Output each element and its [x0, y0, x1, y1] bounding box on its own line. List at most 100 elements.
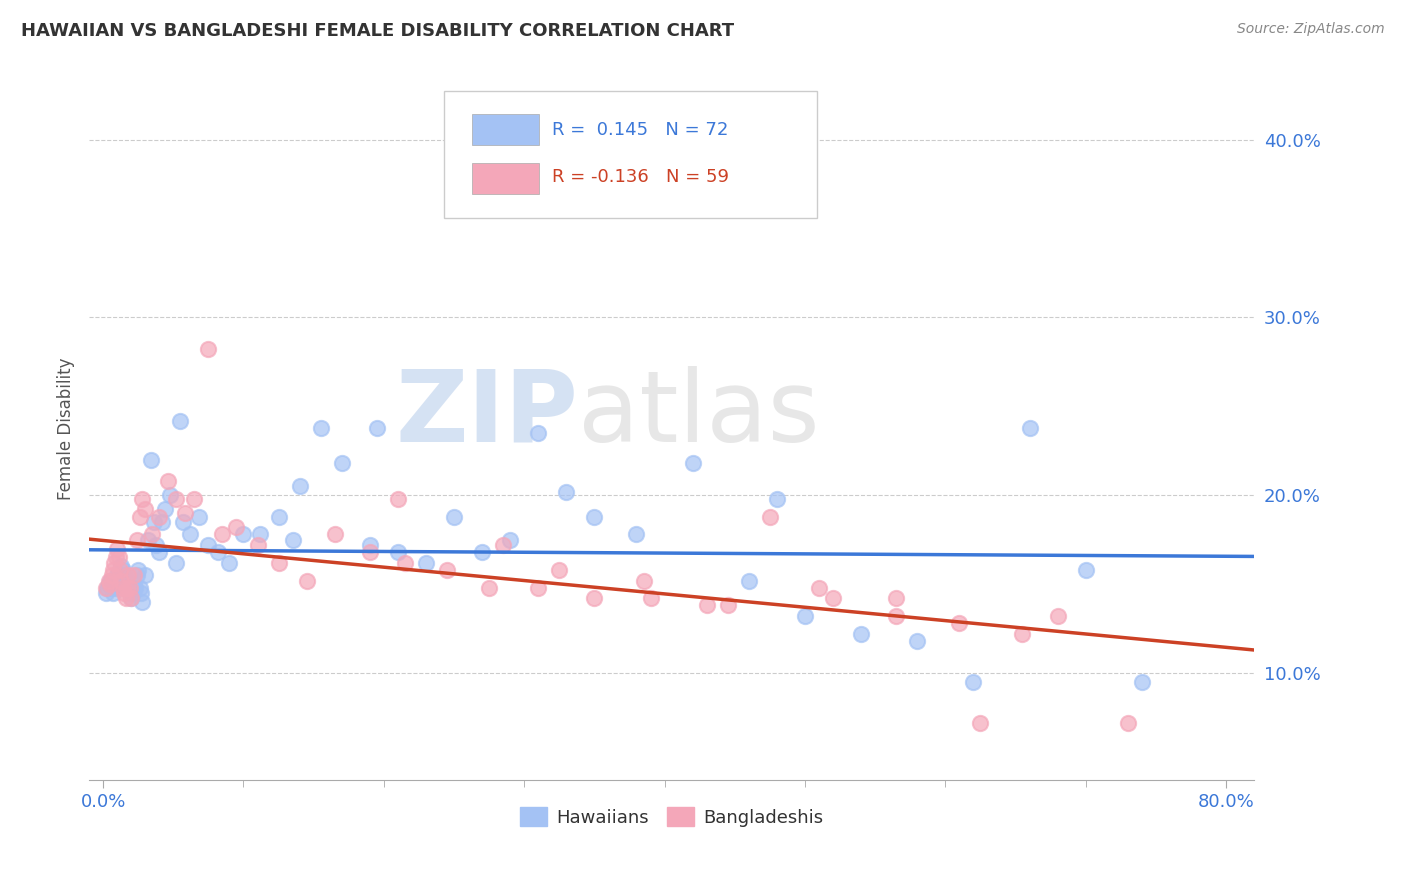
Point — [1018, 420, 1040, 434]
Point — [281, 533, 304, 547]
FancyBboxPatch shape — [444, 92, 817, 218]
Point — [583, 509, 606, 524]
Point — [139, 452, 162, 467]
Point — [187, 509, 209, 524]
Point — [107, 574, 129, 588]
Point — [1116, 715, 1139, 730]
Point — [118, 581, 141, 595]
Text: HAWAIIAN VS BANGLADESHI FEMALE DISABILITY CORRELATION CHART: HAWAIIAN VS BANGLADESHI FEMALE DISABILIT… — [21, 22, 734, 40]
Point — [159, 488, 181, 502]
Point — [499, 533, 522, 547]
Point — [288, 479, 311, 493]
Point — [124, 581, 146, 595]
Point — [108, 568, 131, 582]
Point — [111, 581, 134, 595]
Point — [387, 491, 409, 506]
Point — [125, 568, 148, 582]
Point — [197, 343, 219, 357]
Point — [129, 586, 152, 600]
Point — [131, 491, 153, 506]
Point — [1011, 627, 1033, 641]
Point — [323, 527, 346, 541]
Point — [717, 599, 740, 613]
Point — [105, 541, 128, 556]
Point — [884, 591, 907, 606]
Point — [98, 577, 121, 591]
Point — [115, 581, 138, 595]
Point — [101, 586, 124, 600]
Point — [415, 556, 437, 570]
Point — [821, 591, 844, 606]
Point — [207, 545, 229, 559]
Point — [145, 538, 167, 552]
Point — [117, 581, 139, 595]
Point — [394, 556, 416, 570]
Point — [110, 574, 132, 588]
Point — [443, 509, 465, 524]
Point — [165, 491, 187, 506]
Point — [471, 545, 494, 559]
Text: R =  0.145   N = 72: R = 0.145 N = 72 — [551, 121, 728, 139]
Point — [225, 520, 247, 534]
Point — [527, 425, 550, 440]
Point — [115, 577, 138, 591]
Point — [127, 563, 149, 577]
Point — [183, 491, 205, 506]
Point — [969, 715, 991, 730]
Point — [478, 581, 501, 595]
Point — [583, 591, 606, 606]
Point — [153, 502, 176, 516]
Point — [112, 568, 135, 582]
Point — [104, 550, 127, 565]
Point — [640, 591, 662, 606]
Point — [309, 420, 332, 434]
Point — [387, 545, 409, 559]
Point — [131, 595, 153, 609]
Point — [179, 527, 201, 541]
Point — [793, 609, 815, 624]
Point — [366, 420, 388, 434]
Point — [633, 574, 655, 588]
Point — [96, 581, 118, 595]
Point — [173, 506, 195, 520]
Point — [134, 502, 156, 516]
Point — [1074, 563, 1097, 577]
Point — [905, 634, 928, 648]
Point — [98, 574, 121, 588]
Point — [97, 577, 120, 591]
Point — [172, 515, 194, 529]
Point — [105, 568, 128, 582]
Text: atlas: atlas — [578, 366, 820, 463]
Point — [246, 538, 269, 552]
Point — [359, 545, 381, 559]
Point — [136, 533, 159, 547]
Point — [103, 577, 125, 591]
Text: ZIP: ZIP — [395, 366, 578, 463]
Text: Source: ZipAtlas.com: Source: ZipAtlas.com — [1237, 22, 1385, 37]
Point — [696, 599, 718, 613]
Y-axis label: Female Disability: Female Disability — [58, 358, 75, 500]
Point — [128, 581, 150, 595]
Point — [555, 484, 578, 499]
Point — [759, 509, 782, 524]
Point — [436, 563, 458, 577]
Point — [1130, 674, 1153, 689]
Point — [128, 509, 150, 524]
Point — [218, 556, 240, 570]
Point — [100, 581, 122, 595]
Legend: Hawaiians, Bangladeshis: Hawaiians, Bangladeshis — [513, 800, 831, 834]
Point — [111, 563, 134, 577]
Point — [122, 568, 145, 582]
Point — [148, 545, 170, 559]
Point — [118, 586, 141, 600]
Point — [359, 538, 381, 552]
Point — [849, 627, 872, 641]
Point — [134, 568, 156, 582]
Point — [150, 515, 173, 529]
Text: R = -0.136   N = 59: R = -0.136 N = 59 — [551, 169, 728, 186]
Point — [142, 515, 165, 529]
Point — [100, 568, 122, 582]
Point — [267, 556, 290, 570]
Point — [121, 586, 143, 600]
Point — [104, 581, 127, 595]
